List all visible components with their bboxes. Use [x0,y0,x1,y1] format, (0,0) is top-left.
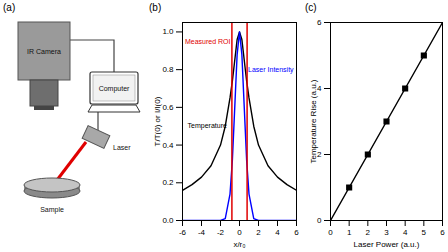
html-text:(a): (a) [3,2,16,13]
svg-text:0: 0 [328,228,333,237]
html-text:(b): (b) [149,2,162,13]
svg-text:4: 4 [317,84,322,94]
svg-text:4: 4 [275,228,280,237]
svg-text:0.6: 0.6 [162,103,174,112]
svg-text:1: 1 [347,228,352,237]
svg-text:x/r₀: x/r₀ [233,240,245,249]
svg-text:0.2: 0.2 [162,178,174,187]
svg-text:Laser Power (a.u.): Laser Power (a.u.) [354,240,420,249]
svg-text:T/T(0) or I/I(0): T/T(0) or I/I(0) [153,96,162,146]
svg-text:6: 6 [294,228,299,237]
svg-text:-6: -6 [179,228,187,237]
svg-text:2: 2 [256,228,261,237]
svg-text:6: 6 [440,228,445,237]
svg-text:4: 4 [403,228,408,237]
svg-text:0: 0 [237,228,242,237]
svg-text:6: 6 [317,18,322,27]
svg-text:0.8: 0.8 [162,65,174,74]
html-text:(c): (c) [305,2,317,13]
svg-text:Temperature Rise (a.u.): Temperature Rise (a.u.) [309,79,318,163]
svg-text:Laser: Laser [113,144,131,151]
svg-text:1.0: 1.0 [162,27,174,36]
svg-text:5: 5 [422,228,427,237]
svg-text:0: 0 [317,216,322,225]
svg-text:-2: -2 [217,228,225,237]
svg-text:2: 2 [317,150,322,160]
svg-text:0.0: 0.0 [162,216,174,225]
svg-text:0.4: 0.4 [162,141,174,150]
svg-text:-4: -4 [198,228,206,237]
svg-text:2: 2 [366,228,371,237]
svg-text:Temperature: Temperature [188,122,227,130]
svg-text:IR Camera: IR Camera [27,48,61,55]
svg-text:Measured ROI: Measured ROI [185,38,231,45]
svg-text:Laser Intensity: Laser Intensity [248,66,294,74]
svg-text:Computer: Computer [99,85,130,93]
svg-text:Sample: Sample [40,206,64,214]
svg-text:3: 3 [384,228,389,237]
